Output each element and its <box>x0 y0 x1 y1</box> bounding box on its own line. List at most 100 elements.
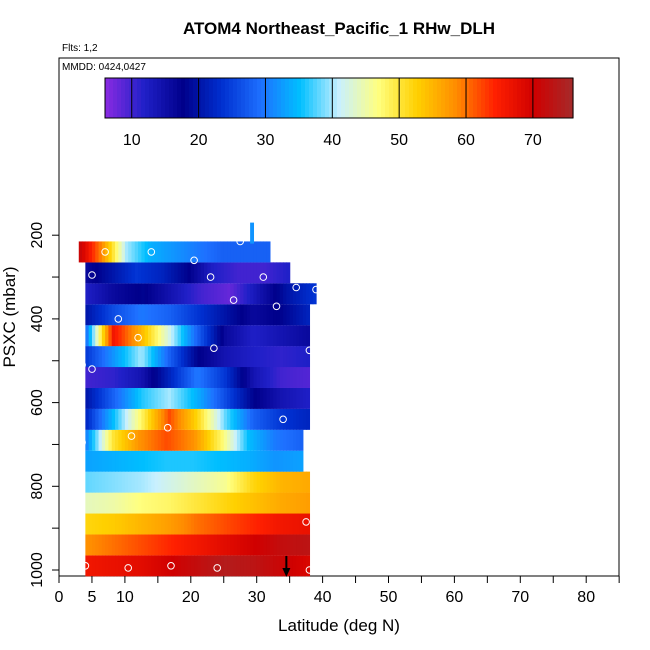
heatmap-cell <box>194 555 198 577</box>
colorbar-segment <box>193 78 198 118</box>
heatmap-cell <box>85 366 90 388</box>
heatmap-cell <box>88 366 93 388</box>
heatmap-cell <box>220 408 225 430</box>
heatmap-cell <box>98 471 103 493</box>
colorbar-segment <box>525 78 530 118</box>
heatmap-cell <box>124 346 129 368</box>
heatmap-cell <box>98 450 103 472</box>
heatmap-cell <box>283 513 287 535</box>
heatmap-cell <box>286 429 291 451</box>
heatmap-cell <box>141 429 146 451</box>
colorbar-segment <box>449 78 454 118</box>
heatmap-cell <box>105 262 110 284</box>
heatmap-cell <box>111 325 116 347</box>
heatmap-cell <box>269 283 274 305</box>
heatmap-cell <box>174 262 179 284</box>
heatmap-cell <box>240 241 245 263</box>
heatmap-cell <box>187 534 192 556</box>
heatmap-cell <box>121 241 126 263</box>
heatmap-cell <box>151 471 156 493</box>
heatmap-cell <box>220 450 225 472</box>
heatmap-cell <box>223 513 228 535</box>
heatmap-cell <box>223 492 228 514</box>
heatmap-cell <box>161 366 166 388</box>
heatmap-cell <box>91 366 96 388</box>
heatmap-cell <box>266 241 271 263</box>
heatmap-cell <box>220 346 225 368</box>
observation-point <box>305 566 314 574</box>
heatmap-cell <box>184 304 189 326</box>
colorbar-segment <box>249 78 254 118</box>
heatmap-cell <box>210 283 215 305</box>
observation-point <box>78 438 86 447</box>
heatmap-cell <box>269 534 274 556</box>
heatmap-cell <box>108 304 113 326</box>
heatmap-cell <box>200 304 205 326</box>
heatmap-cell <box>236 513 241 535</box>
heatmap-cell <box>246 304 251 326</box>
heatmap-cell <box>171 450 175 472</box>
colorbar-segment <box>197 78 202 118</box>
heatmap-cell <box>190 471 195 493</box>
heatmap-cell <box>167 283 172 305</box>
heatmap-cell <box>197 241 202 263</box>
heatmap-cell <box>250 408 255 430</box>
heatmap-cell <box>190 346 195 368</box>
heatmap-cell <box>243 471 248 493</box>
heatmap-cell <box>147 387 152 409</box>
heatmap-cell <box>85 534 90 556</box>
heatmap-cell <box>144 450 149 472</box>
heatmap-cell <box>306 555 311 577</box>
heatmap-cell <box>302 492 307 514</box>
colorbar-tick-label: 40 <box>323 132 341 149</box>
heatmap-cell <box>108 387 113 409</box>
heatmap-cell <box>154 262 159 284</box>
heatmap-cell <box>240 346 245 368</box>
heatmap-cell <box>246 241 251 263</box>
heatmap-cell <box>203 513 208 535</box>
heatmap-cell <box>180 387 185 409</box>
heatmap-cell <box>302 534 307 556</box>
heatmap-cell <box>213 471 218 493</box>
date-note: MMDD: 0424,0427 <box>62 62 146 73</box>
heatmap-cell <box>246 513 251 535</box>
heatmap-cell <box>299 555 304 577</box>
heatmap-cell <box>138 492 142 514</box>
heatmap-cell <box>246 492 251 514</box>
heatmap-cell <box>134 450 139 472</box>
heatmap-cell <box>154 471 159 493</box>
heatmap-cell <box>184 534 189 556</box>
heatmap-cell <box>253 325 258 347</box>
heatmap-cell <box>263 262 268 284</box>
heatmap-cell <box>210 471 215 493</box>
heatmap-cell <box>101 450 106 472</box>
heatmap-cell <box>98 555 103 577</box>
heatmap-cell <box>269 450 274 472</box>
heatmap-cell <box>286 262 291 284</box>
heatmap-cell <box>256 366 261 388</box>
heatmap-cell <box>289 534 294 556</box>
heatmap-cell <box>250 534 255 556</box>
heatmap-cell <box>263 513 268 535</box>
heatmap-cell <box>306 283 311 305</box>
heatmap-cell <box>203 304 208 326</box>
heatmap-cell <box>227 534 231 556</box>
x-axis-label: Latitude (deg N) <box>278 616 400 635</box>
heatmap-cell <box>210 555 215 577</box>
heatmap-cell <box>309 283 314 305</box>
heatmap-cell <box>220 513 225 535</box>
heatmap-cell <box>266 346 271 368</box>
heatmap-cell <box>236 325 241 347</box>
heatmap-cell <box>273 366 278 388</box>
heatmap-cell <box>253 262 258 284</box>
colorbar-segment <box>305 78 310 118</box>
heatmap-cell <box>105 325 110 347</box>
colorbar-segment <box>437 78 442 118</box>
heatmap-cell <box>138 387 142 409</box>
heatmap-cell <box>200 325 205 347</box>
heatmap-cell <box>256 534 261 556</box>
heatmap-cell <box>207 450 212 472</box>
heatmap-cell <box>111 241 116 263</box>
heatmap-cell <box>128 534 133 556</box>
colorbar-segment <box>281 78 286 118</box>
